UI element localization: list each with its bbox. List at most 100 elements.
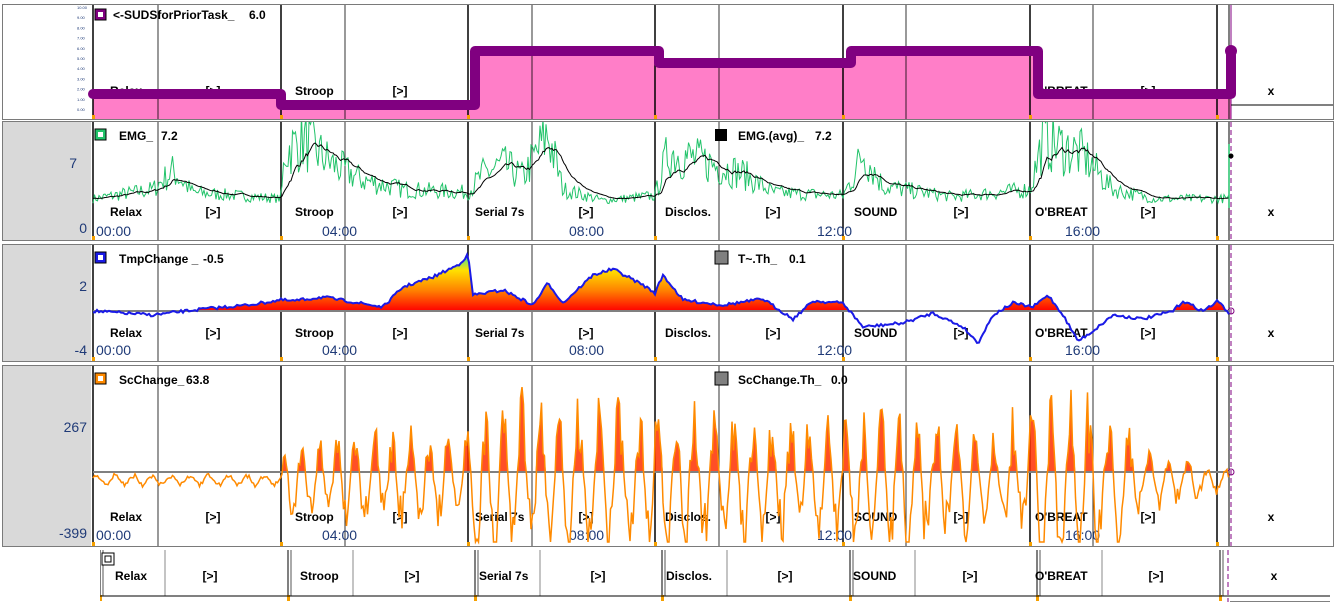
time-tick-label: 04:00 — [322, 342, 357, 358]
emg-avg-legend-swatch[interactable] — [715, 129, 727, 141]
event-marker — [842, 542, 845, 546]
segment-label: [>] — [766, 326, 781, 340]
suds-line — [88, 45, 1237, 110]
segbar-label[interactable]: SOUND — [853, 569, 897, 583]
emg-legend-swatch-inner — [98, 132, 103, 137]
temperature-threshold-legend-swatch[interactable] — [714, 250, 729, 265]
segbar-label[interactable]: [>] — [963, 569, 978, 583]
segbar-label[interactable]: [>] — [1149, 569, 1164, 583]
segment-label: x — [1268, 510, 1275, 524]
segbar-event-marker — [1036, 595, 1039, 601]
event-marker — [654, 542, 657, 546]
segbar-label[interactable]: Stroop — [300, 569, 339, 583]
suds-segment-label: Stroop — [295, 84, 334, 98]
segbar-label[interactable]: [>] — [203, 569, 218, 583]
suds-panel[interactable]: 10.00 9.00 8.00 7.00 6.00 5.00 4.00 3.00 2.00 1.0… — [2, 4, 1334, 120]
time-tick-label: 00:00 — [96, 342, 131, 358]
emg-grid — [92, 122, 1234, 240]
temperature-time-axis: 00:00 04:00 08:00 12:00 16:00 — [96, 342, 1100, 358]
segment-label: Disclos. — [665, 326, 711, 340]
segbar-label[interactable]: Serial 7s — [479, 569, 529, 583]
segment-label: x — [1268, 205, 1275, 219]
skin-conductance-panel[interactable]: 00:00 04:00 08:00 12:00 16:00 Relax [>] Stroop… — [2, 365, 1334, 547]
segment-label: [>] — [393, 326, 408, 340]
time-tick-label: 16:00 — [1065, 527, 1100, 543]
event-marker — [654, 115, 657, 119]
temperature-fill — [93, 254, 1229, 311]
segment-label: SOUND — [854, 326, 898, 340]
event-marker — [467, 357, 470, 361]
time-tick-label: 00:00 — [96, 223, 131, 239]
emg-end-dot — [1228, 153, 1234, 159]
segment-label: Stroop — [295, 205, 334, 219]
temperature-chart: 00:00 04:00 08:00 12:00 16:00 Relax [>] Stroop… — [75, 245, 1333, 361]
event-marker — [1029, 236, 1032, 240]
segbar-label[interactable]: [>] — [778, 569, 793, 583]
segment-label: [>] — [954, 510, 969, 524]
time-tick-label: 08:00 — [569, 223, 604, 239]
skin-conductance-threshold-legend-swatch[interactable] — [714, 371, 729, 386]
segbar-label[interactable]: x — [1271, 569, 1278, 583]
skin-conductance-ymin-label: -399 — [59, 525, 87, 541]
emg-background — [91, 122, 1333, 240]
segment-label: Serial 7s — [475, 205, 525, 219]
temperature-ymax-label: 2 — [79, 278, 87, 294]
event-marker — [1216, 115, 1219, 119]
suds-end-dot — [1225, 45, 1237, 57]
suds-tiny-tick: 5.00 — [77, 56, 86, 61]
segment-label: Disclos. — [665, 205, 711, 219]
event-marker — [842, 236, 845, 240]
time-tick-label: 04:00 — [322, 527, 357, 543]
segment-label: [>] — [393, 205, 408, 219]
emg-avg-label: EMG.(avg)_ — [738, 129, 804, 143]
skin-conductance-threshold-value: 0.0 — [831, 373, 848, 387]
temperature-threshold-label: T~.Th_ — [738, 252, 777, 266]
suds-segment-label: [>] — [393, 84, 408, 98]
emg-time-axis: 00:00 04:00 08:00 12:00 16:00 — [96, 223, 1100, 239]
segbar-label[interactable]: Relax — [115, 569, 147, 583]
suds-segment-label: x — [1268, 84, 1275, 98]
segment-label: [>] — [206, 326, 221, 340]
time-tick-label: 12:00 — [817, 342, 852, 358]
emg-panel[interactable]: 00:00 04:00 08:00 12:00 16:00 Relax [>] Stroop… — [2, 121, 1334, 241]
emg-ymax-label: 7 — [69, 155, 77, 171]
event-marker — [1216, 542, 1219, 546]
segbar-label[interactable]: [>] — [405, 569, 420, 583]
segbar-label[interactable]: O'BREAT — [1035, 569, 1088, 583]
segbar-label[interactable]: [>] — [591, 569, 606, 583]
emg-value: 7.2 — [161, 129, 178, 143]
skin-conductance-legend-swatch-inner — [98, 376, 103, 381]
segment-label: Stroop — [295, 326, 334, 340]
temperature-panel[interactable]: 00:00 04:00 08:00 12:00 16:00 Relax [>] Stroop… — [2, 244, 1334, 362]
event-marker — [92, 236, 95, 240]
event-marker — [467, 542, 470, 546]
suds-area — [93, 51, 1231, 119]
suds-value: 6.0 — [249, 8, 266, 22]
segment-label: [>] — [954, 326, 969, 340]
segbar-event-marker — [661, 595, 664, 601]
event-marker — [92, 115, 95, 119]
segbar-event-marker — [287, 595, 290, 601]
event-marker — [92, 357, 95, 361]
suds-tiny-tick: 8.00 — [77, 25, 86, 30]
segment-label: Relax — [110, 510, 142, 524]
time-tick-label: 00:00 — [96, 527, 131, 543]
suds-tiny-tick: 1.00 — [77, 97, 86, 102]
segment-navigation-bar[interactable]: Relax [>] Stroop [>] Serial 7s [>] Disclos. [>]… — [100, 550, 1330, 602]
segment-bar-labels: Relax [>] Stroop [>] Serial 7s [>] Disclos. [>]… — [115, 569, 1278, 583]
event-marker — [467, 236, 470, 240]
suds-label: <-SUDSforPriorTask_ — [113, 8, 235, 22]
time-tick-label: 04:00 — [322, 223, 357, 239]
temperature-segment-labels: Relax [>] Stroop [>] Serial 7s [>] Disclos. [>]… — [110, 326, 1275, 340]
skin-conductance-label: ScChange_ — [119, 373, 185, 387]
segment-label: [>] — [393, 510, 408, 524]
suds-legend-swatch-inner — [98, 12, 103, 17]
segbar-event-marker — [849, 595, 852, 601]
event-marker — [1029, 115, 1032, 119]
emg-avg-value: 7.2 — [815, 129, 832, 143]
segbar-label[interactable]: Disclos. — [666, 569, 712, 583]
segment-label: [>] — [1141, 510, 1156, 524]
skin-conductance-ymax-label: 267 — [64, 419, 88, 435]
time-tick-label: 08:00 — [569, 342, 604, 358]
